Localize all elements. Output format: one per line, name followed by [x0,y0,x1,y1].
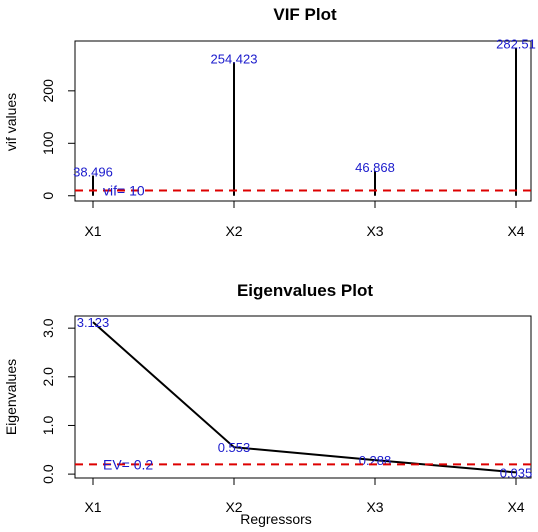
eigenvalues-y-axis: 0.0 1.0 2.0 3.0 [40,318,76,484]
eigenvalues-data-label: 0.553 [218,440,251,455]
eigenvalues-data-label: 3.123 [77,315,110,330]
eigenvalues-data-label: 0.035 [500,465,533,480]
vif-plot-frame [74,40,532,202]
vif-y-axis-label: vif values [3,93,19,151]
vif-plot-panel: VIF Plot vif values 0 100 200 X1 X2 X3 X4 38.… [3,5,536,239]
eigenvalues-reference: EV= 0.2 [75,456,531,472]
vif-bars: 38.496 254.423 46.868 282.51 [73,37,536,196]
eigenvalues-reference-label: EV= 0.2 [103,456,153,472]
vif-x-tick-label: X4 [507,223,524,239]
eigenvalues-x-axis-label: Regressors [240,511,312,527]
eigenvalues-plot-title: Eigenvalues Plot [237,281,373,300]
vif-data-label: 254.423 [211,51,258,66]
eigenvalues-plot-panel: Eigenvalues Plot Eigenvalues Regressors … [3,281,532,527]
eigenvalues-line: 3.123 0.553 0.288 0.035 [77,315,533,480]
vif-x-tick-label: X1 [84,223,101,239]
vif-x-tick-label: X2 [225,223,242,239]
vif-reference: vif= 10 [75,183,531,199]
vif-y-axis: 0 100 200 [40,79,76,200]
eigenvalues-x-tick-label: X4 [507,499,524,515]
vif-y-tick-label: 100 [40,131,56,155]
vif-y-tick-label: 0 [40,192,56,200]
eigenvalues-x-tick-label: X3 [366,499,383,515]
vif-data-label: 46.868 [355,160,395,175]
vif-plot-title: VIF Plot [273,5,337,24]
eigenvalues-y-tick-label: 2.0 [40,367,56,387]
vif-data-label: 38.496 [73,165,113,180]
eigenvalues-y-tick-label: 3.0 [40,318,56,338]
eigenvalues-series-line [92,321,517,474]
eigenvalues-y-axis-label: Eigenvalues [3,359,19,435]
eigenvalues-x-axis: X1 X2 X3 X4 [84,478,525,515]
eigenvalues-data-label: 0.288 [359,453,392,468]
eigenvalues-y-tick-label: 1.0 [40,416,56,436]
eigenvalues-y-tick-label: 0.0 [40,464,56,484]
vif-data-label: 282.51 [496,37,536,52]
eigenvalues-x-tick-label: X1 [84,499,101,515]
vif-x-axis: X1 X2 X3 X4 [84,201,525,239]
vif-reference-label: vif= 10 [103,183,145,199]
vif-x-tick-label: X3 [366,223,383,239]
vif-y-tick-label: 200 [40,79,56,103]
eigenvalues-x-tick-label: X2 [225,499,242,515]
